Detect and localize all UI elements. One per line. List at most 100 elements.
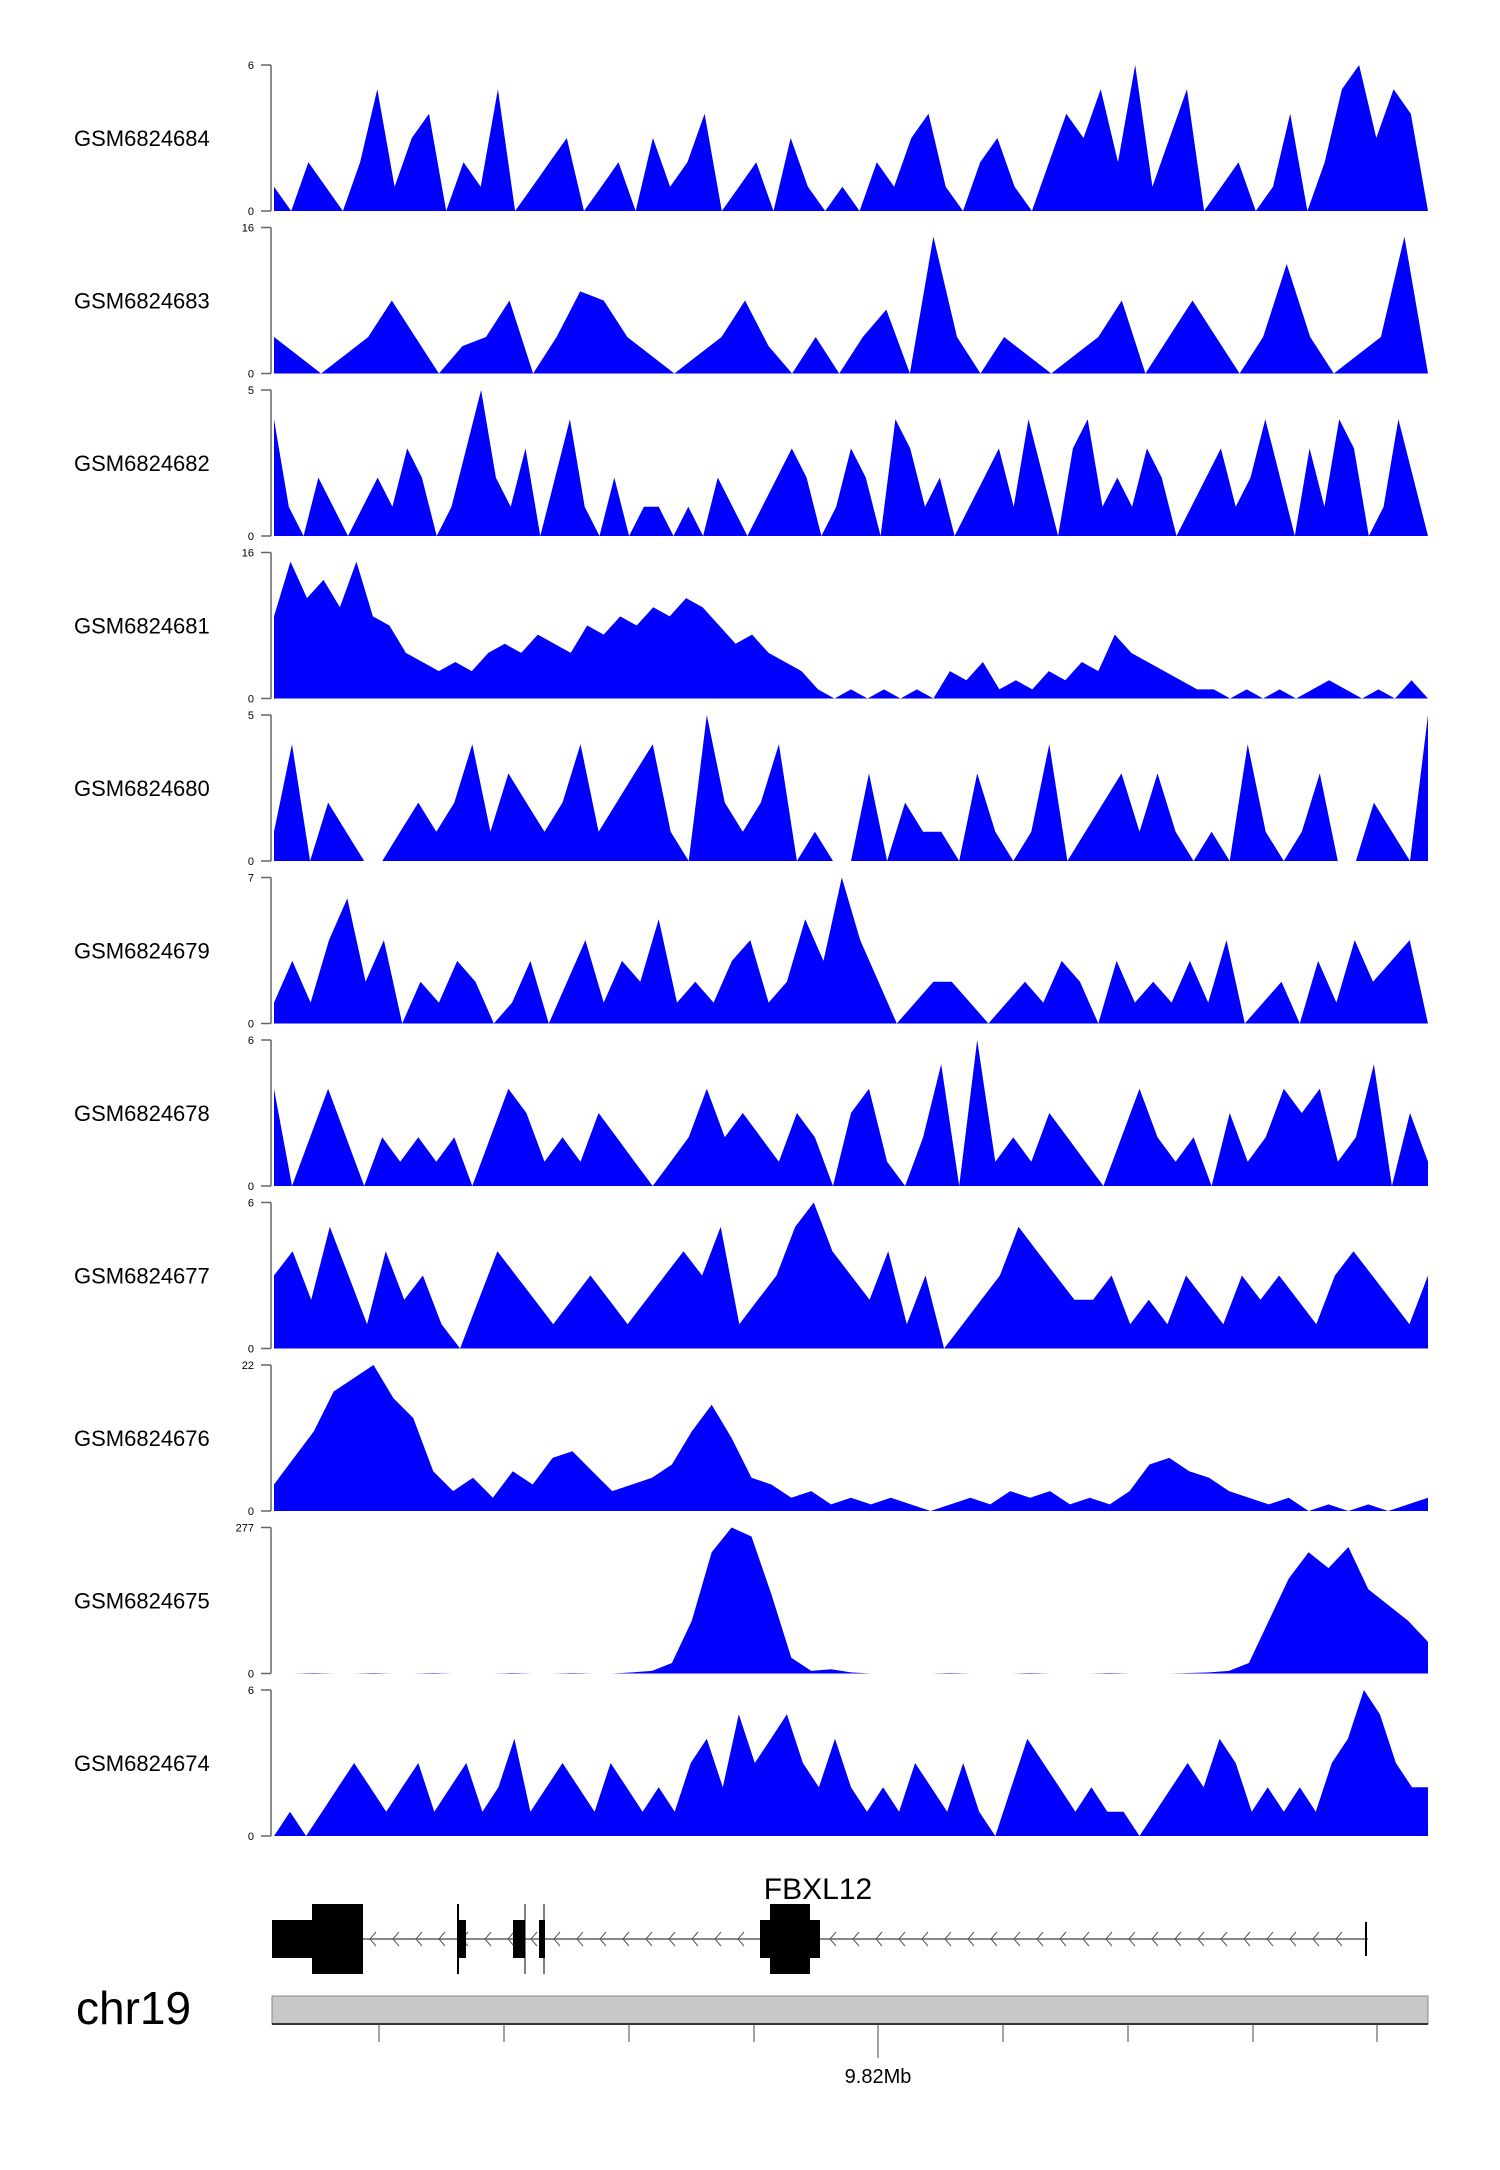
chevron-left-icon bbox=[1059, 1931, 1067, 1947]
chevron-left-icon bbox=[967, 1931, 975, 1947]
chevron-left-icon bbox=[898, 1931, 906, 1947]
chevron-left-icon bbox=[1312, 1931, 1320, 1947]
chevron-left-icon bbox=[668, 1931, 676, 1947]
chevron-left-icon bbox=[507, 1931, 515, 1947]
chromosome-label: chr19 bbox=[76, 1982, 191, 2034]
chevron-left-icon bbox=[829, 1931, 837, 1947]
chevron-left-icon bbox=[553, 1931, 561, 1947]
chevron-left-icon bbox=[1243, 1931, 1251, 1947]
y-tick-label-max: 277 bbox=[236, 1523, 254, 1535]
coverage-area bbox=[274, 236, 1428, 374]
y-tick-label-min: 0 bbox=[248, 1669, 254, 1681]
coverage-area bbox=[274, 390, 1428, 536]
chevron-left-icon bbox=[737, 1931, 745, 1947]
track-label: GSM6824675 bbox=[74, 1589, 210, 1614]
track-label: GSM6824680 bbox=[74, 776, 210, 801]
coverage-area bbox=[274, 1527, 1428, 1674]
coverage-area bbox=[274, 65, 1428, 211]
chevron-left-icon bbox=[1013, 1931, 1021, 1947]
chevron-left-icon bbox=[1197, 1931, 1205, 1947]
y-tick-label-min: 0 bbox=[248, 694, 254, 706]
exon bbox=[312, 1904, 363, 1974]
y-tick-label-min: 0 bbox=[248, 1831, 254, 1843]
data-tracks: GSM682468460GSM6824683160GSM682468250GSM… bbox=[74, 60, 1428, 1843]
chevron-left-icon bbox=[1220, 1931, 1228, 1947]
chevron-left-icon bbox=[392, 1931, 400, 1947]
coverage-area bbox=[274, 1202, 1428, 1349]
chevron-left-icon bbox=[1128, 1931, 1136, 1947]
track-label: GSM6824682 bbox=[74, 451, 210, 476]
chevron-left-icon bbox=[369, 1931, 377, 1947]
gene-track: FBXL12 bbox=[272, 1873, 1368, 1974]
coverage-area bbox=[274, 715, 1428, 861]
track-GSM6824680: GSM6824680 5 0 bbox=[74, 710, 1428, 868]
y-tick-label-min: 0 bbox=[248, 1019, 254, 1031]
y-tick-label-min: 0 bbox=[248, 1181, 254, 1193]
y-tick-label-max: 5 bbox=[248, 385, 254, 397]
genome-axis-tick-label: 9.82Mb bbox=[845, 2066, 912, 2088]
chevron-left-icon bbox=[576, 1931, 584, 1947]
chevron-left-icon bbox=[921, 1931, 929, 1947]
track-label: GSM6824679 bbox=[74, 939, 210, 964]
exon bbox=[458, 1920, 466, 1958]
chevron-left-icon bbox=[1335, 1931, 1343, 1947]
chevron-left-icon bbox=[484, 1931, 492, 1947]
y-tick-label-min: 0 bbox=[248, 206, 254, 218]
track-GSM6824681: GSM6824681 16 0 bbox=[74, 548, 1428, 706]
chevron-left-icon bbox=[1036, 1931, 1044, 1947]
coverage-area bbox=[274, 561, 1428, 699]
chevron-left-icon bbox=[1105, 1931, 1113, 1947]
y-tick-label-max: 6 bbox=[248, 1198, 254, 1210]
track-label: GSM6824677 bbox=[74, 1264, 210, 1289]
chevron-left-icon bbox=[438, 1931, 446, 1947]
y-tick-label-max: 7 bbox=[248, 873, 254, 885]
track-label: GSM6824683 bbox=[74, 289, 210, 314]
y-tick-label-max: 6 bbox=[248, 1685, 254, 1697]
chevron-left-icon bbox=[875, 1931, 883, 1947]
coverage-area bbox=[274, 877, 1428, 1024]
genome-axis-ticks bbox=[378, 2024, 1378, 2058]
track-GSM6824678: GSM6824678 6 0 bbox=[74, 1035, 1428, 1193]
track-GSM6824675: GSM6824675 277 0 bbox=[74, 1523, 1428, 1681]
y-tick-label-min: 0 bbox=[248, 369, 254, 381]
exon bbox=[272, 1920, 312, 1958]
chevron-left-icon bbox=[415, 1931, 423, 1947]
chevron-left-icon bbox=[714, 1931, 722, 1947]
chevron-left-icon bbox=[1082, 1931, 1090, 1947]
chevron-left-icon bbox=[1174, 1931, 1182, 1947]
track-GSM6824677: GSM6824677 6 0 bbox=[74, 1198, 1428, 1356]
exon bbox=[513, 1920, 525, 1958]
track-label: GSM6824674 bbox=[74, 1751, 210, 1776]
track-label: GSM6824678 bbox=[74, 1101, 210, 1126]
y-tick-label-max: 16 bbox=[242, 548, 254, 560]
chevron-left-icon bbox=[691, 1931, 699, 1947]
coverage-area bbox=[274, 1365, 1428, 1511]
coverage-area bbox=[274, 1690, 1428, 1836]
chevron-left-icon bbox=[852, 1931, 860, 1947]
y-tick-label-min: 0 bbox=[248, 531, 254, 543]
y-tick-label-min: 0 bbox=[248, 1506, 254, 1518]
track-GSM6824679: GSM6824679 7 0 bbox=[74, 873, 1428, 1031]
chevron-left-icon bbox=[1289, 1931, 1297, 1947]
chevron-left-icon bbox=[990, 1931, 998, 1947]
gene-label: FBXL12 bbox=[764, 1873, 872, 1906]
y-tick-label-min: 0 bbox=[248, 1344, 254, 1356]
chevron-left-icon bbox=[622, 1931, 630, 1947]
chevron-left-icon bbox=[599, 1931, 607, 1947]
track-GSM6824683: GSM6824683 16 0 bbox=[74, 223, 1428, 381]
track-label: GSM6824684 bbox=[74, 126, 210, 151]
y-tick-label-max: 6 bbox=[248, 60, 254, 72]
track-GSM6824674: GSM6824674 6 0 bbox=[74, 1685, 1428, 1843]
coverage-area bbox=[274, 1040, 1428, 1186]
y-tick-label-max: 22 bbox=[242, 1360, 254, 1372]
chevron-left-icon bbox=[530, 1931, 538, 1947]
y-tick-label-max: 16 bbox=[242, 223, 254, 235]
track-label: GSM6824676 bbox=[74, 1426, 210, 1451]
chromosome-ideogram bbox=[271, 1995, 1429, 2025]
chevron-left-icon bbox=[1266, 1931, 1274, 1947]
exon bbox=[539, 1920, 545, 1958]
y-tick-label-max: 5 bbox=[248, 710, 254, 722]
track-GSM6824676: GSM6824676 22 0 bbox=[74, 1360, 1428, 1518]
y-tick-label-max: 6 bbox=[248, 1035, 254, 1047]
